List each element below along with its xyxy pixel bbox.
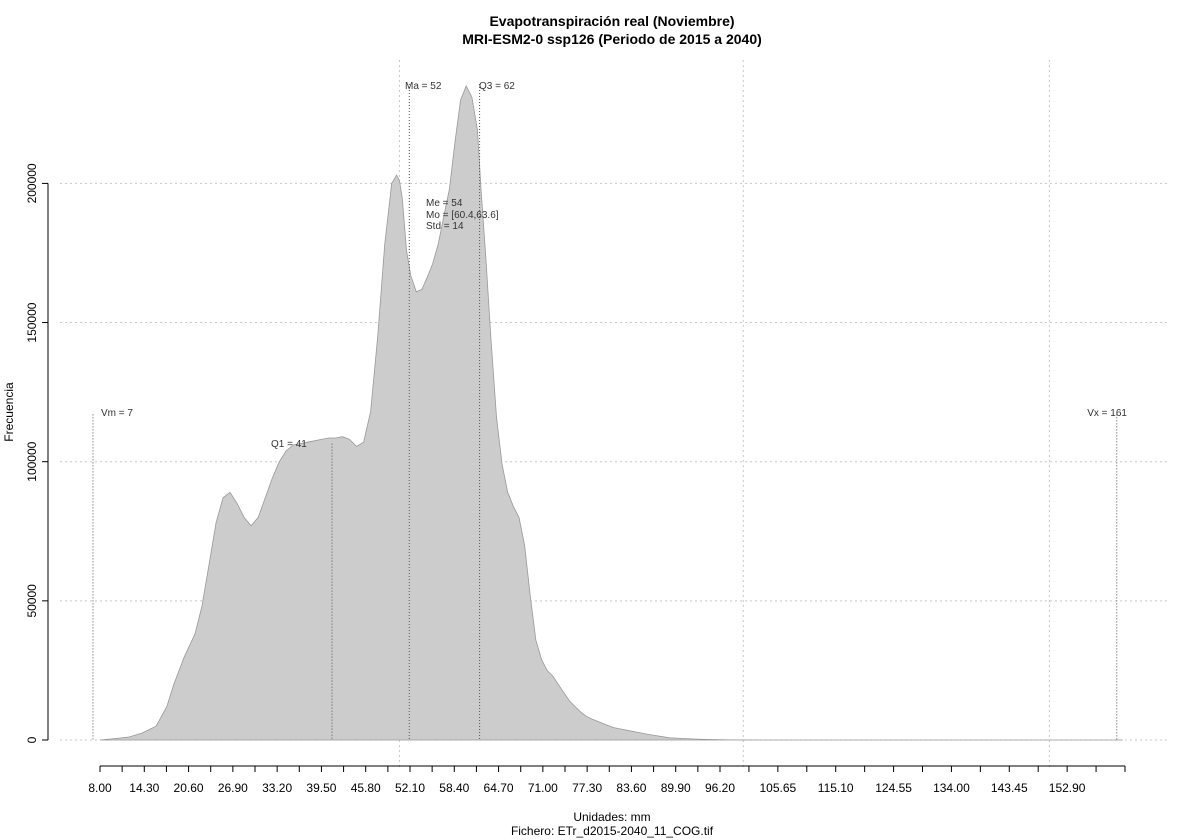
y-tick-label: 50000 [25,584,39,618]
statistic-lines [92,84,1118,740]
y-tick-label: 150000 [25,302,39,342]
x-tick-label: 26.90 [218,781,248,795]
x-tick-label: 134.00 [933,781,970,795]
x-tick-label: 58.40 [439,781,469,795]
x-tick-label: 52.10 [395,781,425,795]
y-tick-label: 200000 [25,163,39,203]
file-caption: Fichero: ETr_d2015-2040_11_COG.tif [511,824,714,838]
std-label: Std = 14 [426,221,464,232]
mode-label: Mo = [60.4,63.6] [426,210,499,221]
x-tick-label: 20.60 [174,781,204,795]
chart-title: Evapotranspiración real (Noviembre) [489,13,734,29]
ma-label: Ma = 52 [405,81,442,92]
q1-label: Q1 = 41 [271,439,307,450]
x-tick-label: 39.50 [306,781,336,795]
x-tick-label: 96.20 [705,781,735,795]
x-tick-label: 33.20 [262,781,292,795]
x-tick-label: 14.30 [129,781,159,795]
x-tick-label: 45.80 [351,781,381,795]
y-tick-label: 100000 [25,441,39,481]
x-axis-label: Unidades: mm [573,810,650,824]
x-tick-label: 152.90 [1049,781,1086,795]
x-tick-label: 124.55 [875,781,912,795]
x-tick-label: 115.10 [818,781,854,795]
x-tick-label: 143.45 [991,781,1028,795]
x-tick-label: 8.00 [88,781,112,795]
y-tick-label: 0 [25,736,39,743]
vx-label: Vx = 161 [1087,408,1127,419]
x-tick-label: 71.00 [528,781,558,795]
x-tick-label: 77.30 [572,781,602,795]
x-tick-label: 64.70 [484,781,514,795]
median-label: Me = 54 [426,198,463,209]
density-fill [99,85,1123,741]
chart-subtitle: MRI-ESM2-0 ssp126 (Periodo de 2015 a 204… [462,31,762,47]
x-tick-label: 105.65 [760,781,797,795]
x-tick-label: 89.90 [661,781,691,795]
density-area [99,85,1123,741]
y-axis-label: Frecuencia [2,382,16,442]
y-axis: 0 50000 100000 150000 200000 [25,163,49,743]
q3-label: Q3 = 62 [479,81,515,92]
x-axis: 8.00 14.30 20.60 26.90 33.20 39.50 45.80 52.10 5… [88,765,1126,795]
x-tick-label: 83.60 [616,781,646,795]
vm-label: Vm = 7 [101,408,133,419]
